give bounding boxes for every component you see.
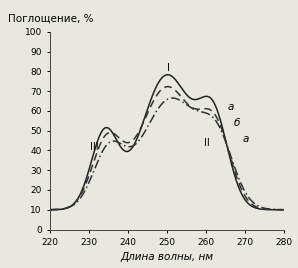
Text: Поглощение, %: Поглощение, %	[8, 14, 94, 24]
Text: I: I	[167, 63, 170, 73]
Text: а: а	[243, 133, 249, 144]
Text: II: II	[204, 137, 210, 148]
X-axis label: Длина волны, нм: Длина волны, нм	[120, 252, 214, 262]
Text: б: б	[233, 118, 240, 128]
Text: III: III	[90, 142, 99, 151]
Text: а: а	[227, 102, 234, 112]
